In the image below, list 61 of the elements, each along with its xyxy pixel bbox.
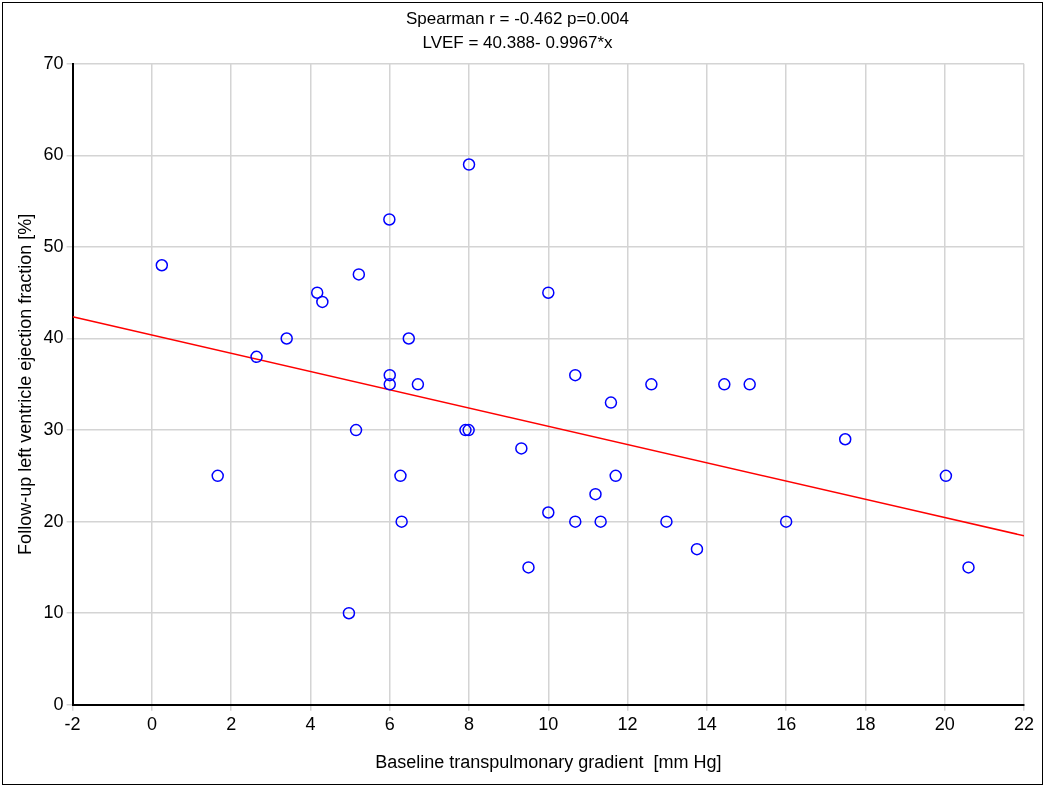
point (522, 561, 535, 574)
x-tick-label: 14 (696, 713, 717, 734)
point (394, 469, 407, 483)
point (609, 469, 622, 483)
point (542, 506, 555, 519)
point (604, 396, 618, 409)
y-tick-label: 60 (43, 144, 64, 165)
y-tick-label: 0 (53, 693, 64, 714)
point (660, 515, 673, 528)
point (589, 487, 602, 501)
point (645, 378, 658, 391)
y-axis-title: Follow-up left ventricle ejection fraction [%] (14, 213, 35, 555)
point (250, 350, 263, 364)
point (939, 469, 953, 483)
point (838, 432, 852, 446)
x-tick-label: 22 (1013, 713, 1035, 734)
point (962, 561, 975, 574)
x-axis-title: Baseline transpulmonary gradient [mm Hg] (375, 752, 722, 773)
y-tick-label: 20 (43, 510, 64, 531)
point (383, 213, 396, 226)
point (594, 515, 607, 528)
point (395, 515, 408, 528)
x-tick-label: 16 (776, 713, 797, 734)
point (542, 286, 555, 299)
y-tick-label: 10 (43, 602, 64, 623)
y-tick-label: 50 (43, 235, 64, 256)
x-tick-label: -2 (64, 713, 81, 734)
point (342, 606, 356, 620)
point (411, 378, 425, 391)
point (569, 368, 582, 382)
chart-title: Spearman r = -0.462 p=0.004 (405, 8, 630, 28)
x-tick-label: 10 (538, 713, 559, 734)
point (316, 295, 329, 309)
x-tick-label: 2 (226, 713, 237, 734)
point (718, 378, 731, 391)
point (352, 268, 366, 281)
point (211, 469, 224, 483)
x-tick-label: 4 (305, 713, 316, 734)
point (515, 442, 528, 455)
y-tick-label: 70 (43, 52, 64, 73)
x-tick-label: 20 (934, 713, 955, 734)
point (402, 332, 416, 345)
point (569, 515, 582, 528)
point (383, 378, 396, 391)
point (462, 158, 476, 171)
point (383, 368, 396, 382)
point (690, 542, 704, 556)
point (743, 378, 756, 391)
x-tick-label: 6 (384, 713, 395, 734)
x-tick-label: 18 (855, 713, 876, 734)
y-tick-label: 40 (43, 327, 64, 348)
chart-subtitle: LVEF = 40.388- 0.9967*x (422, 33, 614, 53)
point (155, 259, 169, 272)
point (280, 332, 293, 345)
point (310, 286, 324, 299)
point (779, 515, 793, 528)
y-tick-label: 30 (43, 419, 64, 440)
x-tick-label: 0 (146, 713, 157, 734)
x-tick-label: 12 (617, 713, 638, 734)
x-tick-label: 8 (464, 713, 475, 734)
point (349, 423, 363, 437)
